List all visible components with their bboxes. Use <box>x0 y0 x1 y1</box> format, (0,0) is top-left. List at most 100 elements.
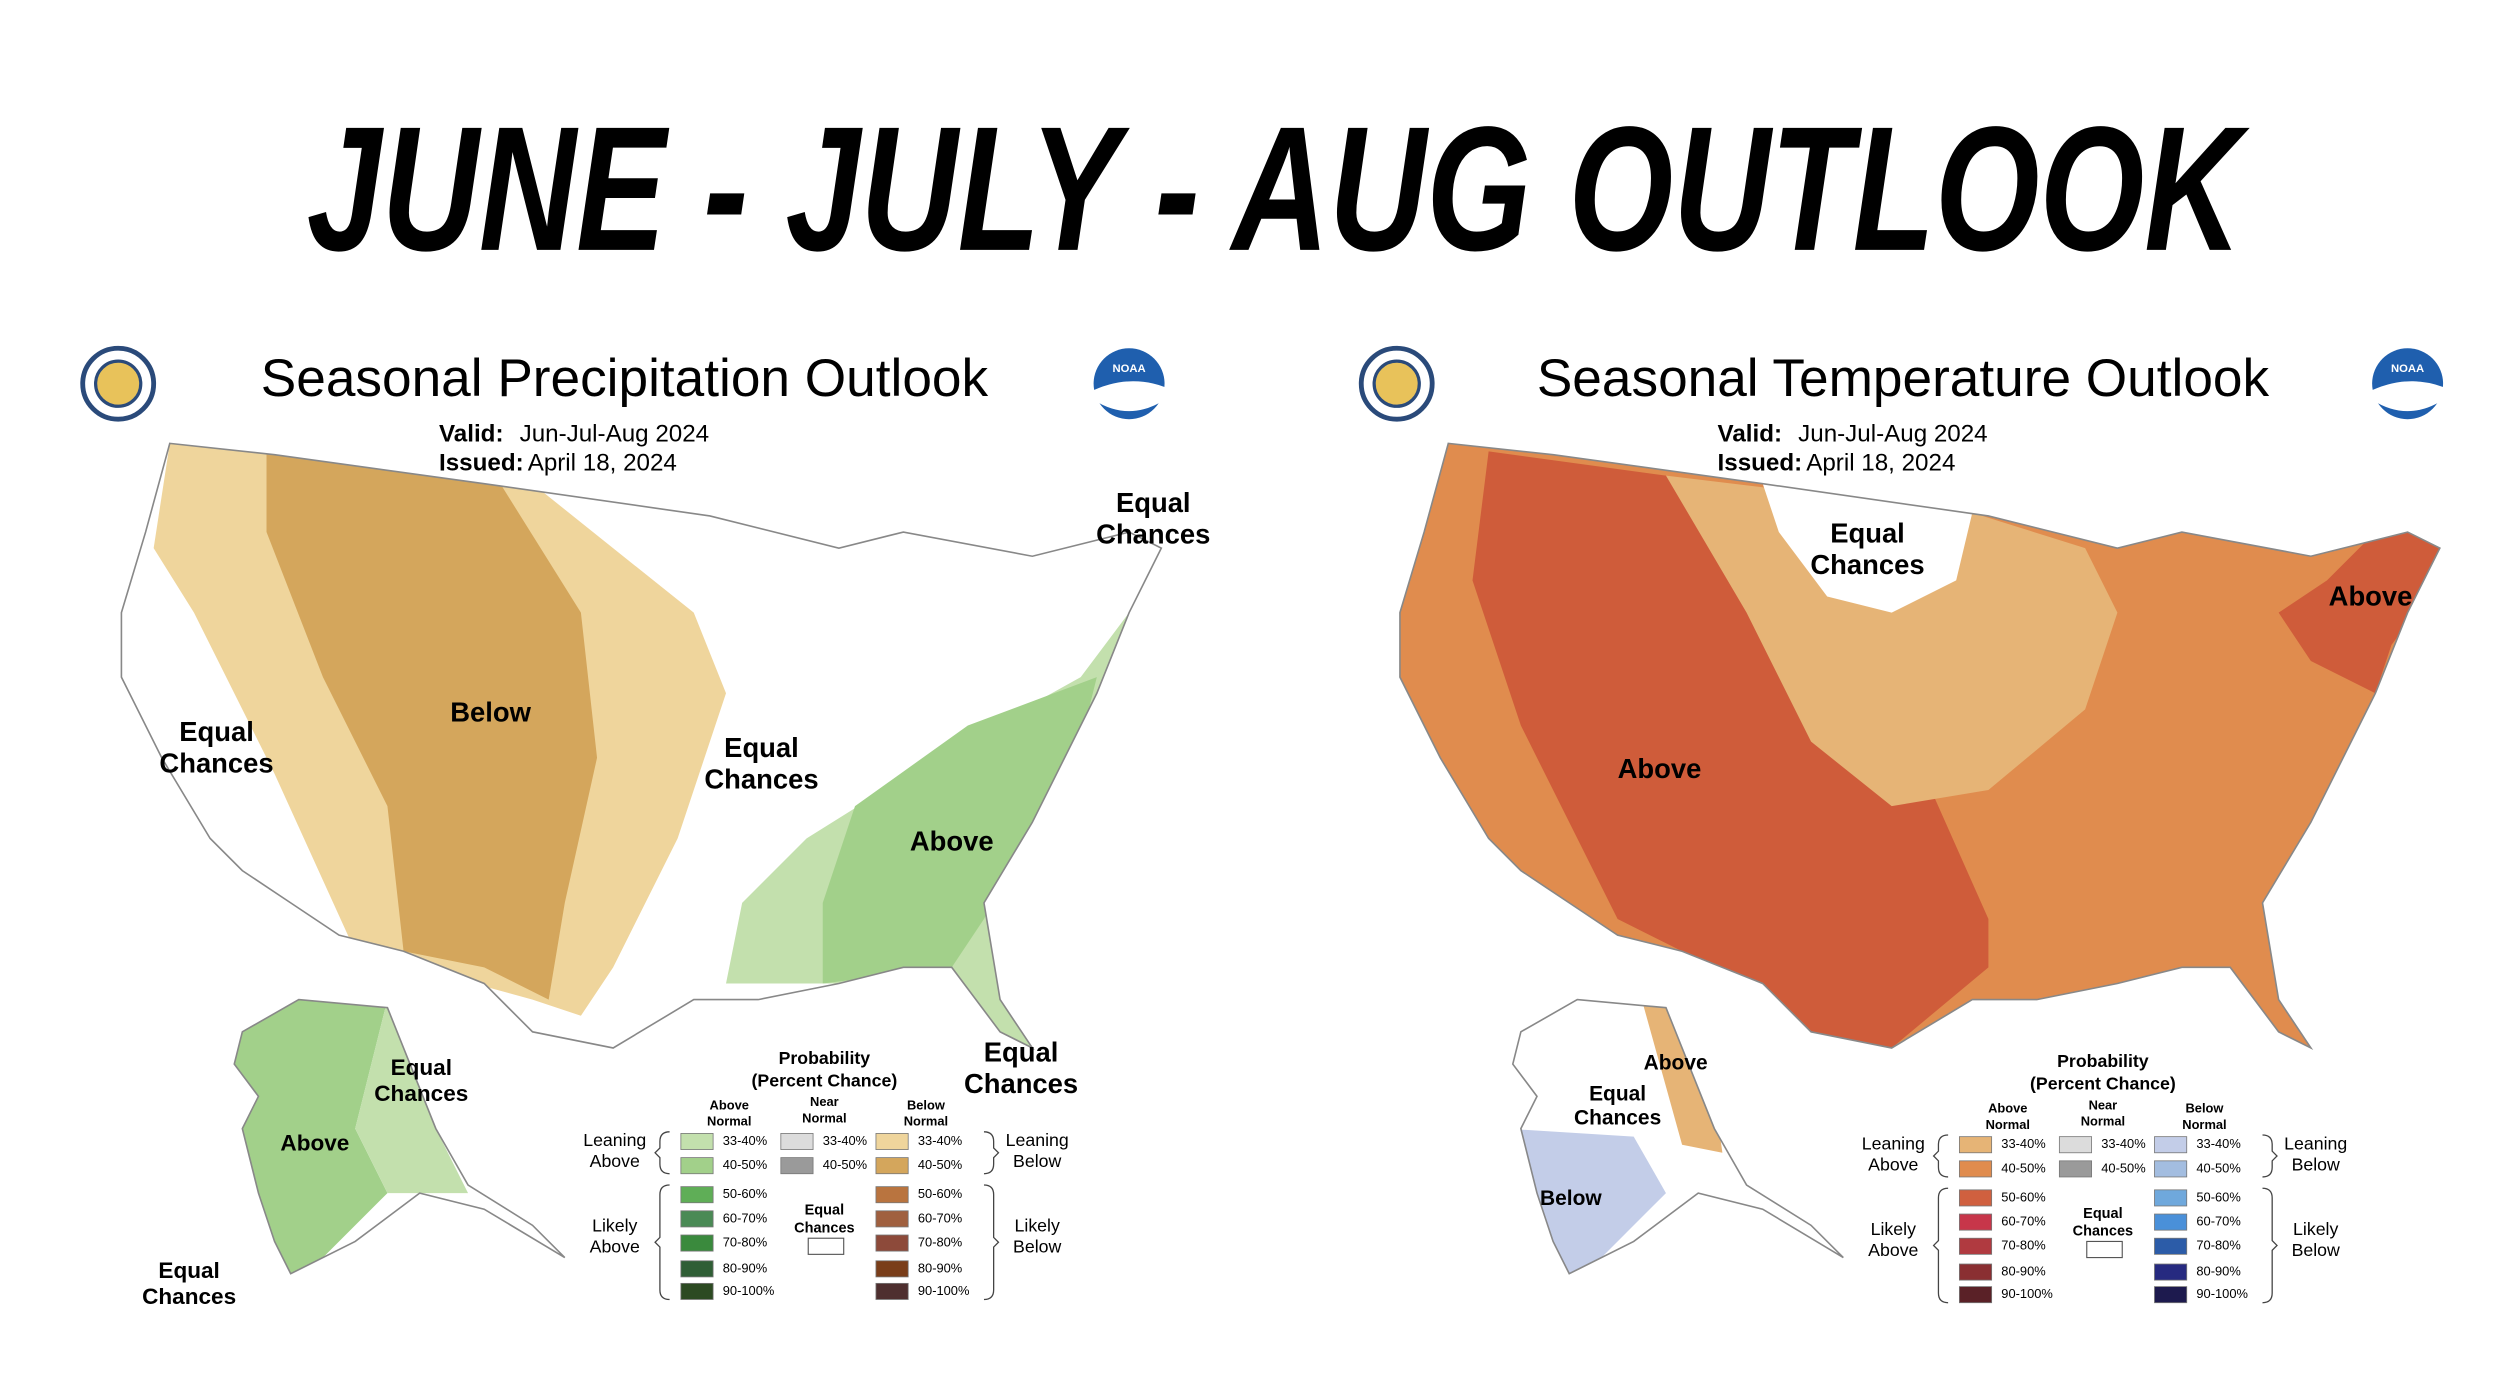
map-label: Equal <box>984 1037 1059 1068</box>
legend-swatch <box>680 1234 714 1252</box>
legend-side: Below <box>1013 1151 1061 1171</box>
legend-range: 33-40% <box>823 1133 867 1148</box>
legend-side: Likely <box>592 1216 637 1236</box>
legend-column: Above <box>1988 1101 2027 1116</box>
legend-range: 80-90% <box>2001 1263 2045 1278</box>
legend-swatch <box>2154 1263 2188 1281</box>
legend-swatch <box>2154 1237 2188 1255</box>
valid-value: Jun-Jul-Aug 2024 <box>520 421 709 448</box>
noaa-logo-text: NOAA <box>1112 363 1145 375</box>
us-outline <box>120 442 1163 1051</box>
legend-column: Near <box>2089 1097 2118 1112</box>
legend-equal: Chances <box>2073 1224 2133 1240</box>
legend-column: Below <box>2186 1101 2225 1116</box>
noaa-wave <box>1093 381 1165 412</box>
legend-subtitle: (Percent Chance) <box>751 1071 897 1091</box>
legend-swatch <box>680 1133 714 1150</box>
legend-swatch <box>875 1186 909 1204</box>
alaska-outline <box>233 998 566 1275</box>
legend-side: Above <box>590 1151 640 1171</box>
map-label: Chances <box>1574 1106 1661 1129</box>
legend-subtitle: (Percent Chance) <box>2030 1074 2176 1094</box>
brace <box>983 1131 1000 1175</box>
legend-range: 90-100% <box>918 1283 970 1298</box>
legend-swatch <box>2154 1286 2188 1304</box>
map-label: Chances <box>704 763 818 794</box>
brace <box>654 1184 670 1301</box>
legend-range: 40-50% <box>2101 1160 2145 1175</box>
legend-column: Normal <box>802 1110 846 1125</box>
map-label: Below <box>450 696 531 727</box>
legend-title: Probability <box>2057 1051 2149 1071</box>
temp-panel: NOAA Seasonal Temperature Outlook Valid: Ju… <box>1358 345 2444 1304</box>
legend-swatch <box>780 1133 814 1150</box>
legend-column: Normal <box>2182 1117 2226 1132</box>
legend-swatch <box>875 1157 909 1175</box>
map-label: Above <box>1644 1052 1708 1075</box>
panel-title: Seasonal Precipitation Outlook <box>261 349 989 408</box>
legend-side: Likely <box>1015 1216 1060 1236</box>
map-label: Above <box>910 825 994 856</box>
legend-swatch <box>1958 1160 1993 1178</box>
legend-range: 60-70% <box>723 1210 767 1225</box>
legend-side: Above <box>1868 1240 1918 1260</box>
legend-side: Likely <box>2293 1219 2338 1239</box>
legend-range: 50-60% <box>723 1186 767 1201</box>
legend-swatch <box>2154 1160 2188 1178</box>
legend-range: 33-40% <box>2001 1136 2045 1151</box>
issued-label: Issued: <box>1718 450 1803 477</box>
legend-range: 90-100% <box>2196 1286 2248 1301</box>
legend-swatch <box>680 1210 714 1228</box>
legend-side: Below <box>2292 1154 2340 1174</box>
legend-side: Leaning <box>1006 1130 1069 1150</box>
map-label: Equal <box>391 1055 452 1080</box>
legend-title: Probability <box>779 1048 871 1068</box>
legend-range: 33-40% <box>918 1133 962 1148</box>
legend-swatch <box>875 1133 909 1150</box>
legend-range: 50-60% <box>2196 1189 2240 1204</box>
legend-range: 40-50% <box>823 1157 867 1172</box>
brace <box>983 1184 1000 1301</box>
map-label: Equal <box>158 1258 219 1283</box>
legend-swatch <box>2058 1160 2093 1178</box>
legend-range: 70-80% <box>723 1234 767 1249</box>
alaska-map <box>1512 999 1844 1274</box>
legend-swatch <box>875 1234 909 1252</box>
us-outline <box>1399 442 2441 1051</box>
brace <box>654 1131 670 1175</box>
legend-swatch <box>1958 1136 1993 1154</box>
map-label: Above <box>1618 753 1702 784</box>
legend-swatch <box>680 1260 714 1278</box>
legend-swatch <box>680 1157 714 1175</box>
legend-range: 70-80% <box>2001 1238 2045 1253</box>
legend-column: Normal <box>2081 1114 2125 1129</box>
legend-side: Leaning <box>1862 1133 1925 1153</box>
legend-swatch <box>875 1210 909 1228</box>
map-label: Chances <box>374 1081 468 1106</box>
map-label: Above <box>2329 580 2413 611</box>
legend-range: 60-70% <box>2001 1214 2045 1229</box>
seal-inner <box>94 359 143 408</box>
legend-swatch <box>1958 1286 1993 1304</box>
map-label: Equal <box>724 732 799 763</box>
legend-equal: Equal <box>805 1203 844 1219</box>
legend-range: 70-80% <box>2196 1238 2240 1253</box>
legend-range: 40-50% <box>2001 1160 2045 1175</box>
legend-range: 40-50% <box>918 1157 962 1172</box>
noaa-logo-text: NOAA <box>2391 363 2424 375</box>
map-label: Chances <box>964 1068 1078 1099</box>
brace <box>2262 1187 2278 1304</box>
valid-value: Jun-Jul-Aug 2024 <box>1798 421 1987 448</box>
legend-swatch <box>1958 1263 1993 1281</box>
legend-swatch <box>875 1282 909 1300</box>
legend-range: 80-90% <box>918 1260 962 1275</box>
map-label: Chances <box>1810 549 1924 580</box>
seal-inner <box>1372 359 1421 408</box>
legend-swatch <box>1958 1237 1993 1255</box>
legend-swatch <box>1958 1213 1993 1231</box>
legend-side: Leaning <box>2284 1133 2347 1153</box>
map-label: Chances <box>142 1284 236 1309</box>
legend-range: 50-60% <box>2001 1189 2045 1204</box>
legend-column: Normal <box>904 1114 948 1129</box>
